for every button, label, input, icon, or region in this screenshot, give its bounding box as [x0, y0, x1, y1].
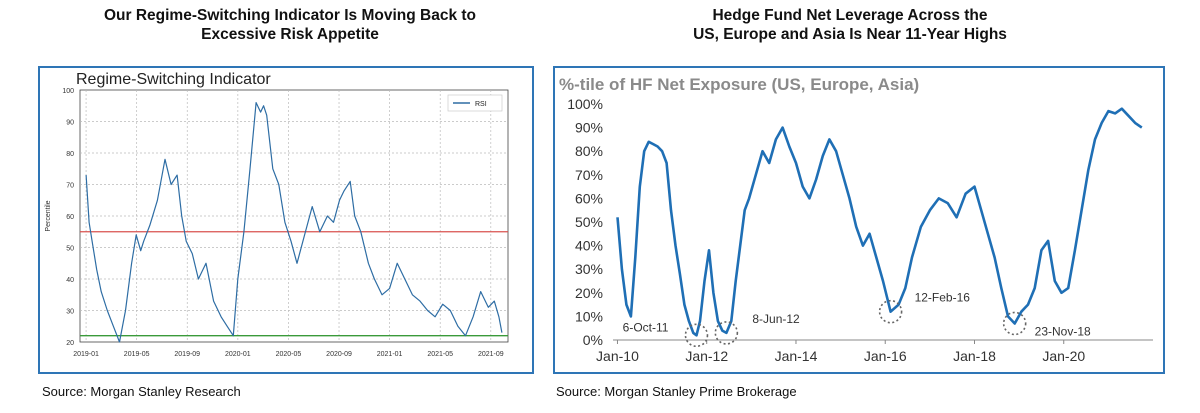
y-tick-label-2: 40 [66, 277, 74, 284]
y-tick-label-1: 30 [66, 309, 74, 316]
x-tick-label-2: 2019-09 [174, 351, 200, 358]
x-tick-label-7: 2021-05 [427, 351, 453, 358]
y-tick-label-3: 50 [66, 246, 74, 253]
y-tick-label-7: 70% [575, 167, 603, 183]
y-axis-label: Percentile [45, 200, 52, 231]
right-source: Source: Morgan Stanley Prime Brokerage [556, 384, 797, 399]
annotation-label-1: 8-Jun-12 [752, 312, 800, 326]
y-tick-label-8: 80% [575, 143, 603, 159]
hf-exposure-chart: %-tile of HF Net Exposure (US, Europe, A… [559, 75, 1153, 364]
y-tick-label-4: 60 [66, 214, 74, 221]
right-panel-title: Hedge Fund Net Leverage Across the US, E… [570, 6, 1130, 44]
annotation-circle-2 [878, 299, 903, 324]
y-tick-label-1: 10% [575, 308, 603, 324]
x-tick-label-8: 2021-09 [478, 351, 504, 358]
annotation-circle-3 [1002, 311, 1027, 336]
x-tick-label-5: Jan-20 [1042, 348, 1085, 364]
annotation-label-2: 12-Feb-16 [915, 291, 971, 305]
x-tick-label-5: 2020-09 [326, 351, 352, 358]
right-chart-frame: %-tile of HF Net Exposure (US, Europe, A… [553, 66, 1165, 374]
y-tick-label-7: 90 [66, 120, 74, 127]
y-tick-label-5: 50% [575, 214, 603, 230]
rsi-chart: Regime-Switching Indicator 20 30 40 50 60 70 80… [45, 71, 509, 358]
y-tick-label-10: 100% [567, 96, 603, 112]
series-line-hf-exposure [616, 107, 1143, 337]
x-tick-label-6: 2021-01 [377, 351, 403, 358]
x-tick-label-1: 2019-05 [124, 351, 150, 358]
chart-title: %-tile of HF Net Exposure (US, Europe, A… [559, 75, 919, 94]
legend-label-rsi: RSI [475, 101, 487, 108]
x-tick-label-4: 2020-05 [276, 351, 302, 358]
y-tick-label-6: 80 [66, 151, 74, 158]
annotation-circle-0 [684, 323, 709, 348]
y-tick-label-6: 60% [575, 190, 603, 206]
x-tick-label-0: Jan-10 [596, 348, 639, 364]
x-tick-label-3: 2020-01 [225, 351, 251, 358]
y-tick-label-8: 100 [62, 88, 74, 95]
y-tick-label-0: 0% [583, 332, 603, 348]
x-tick-label-4: Jan-18 [953, 348, 996, 364]
x-tick-label-2: Jan-14 [775, 348, 818, 364]
y-tick-label-4: 40% [575, 238, 603, 254]
y-tick-label-9: 90% [575, 120, 603, 136]
y-tick-label-0: 20 [66, 340, 74, 347]
left-source: Source: Morgan Stanley Research [42, 384, 241, 399]
right-title-line2: US, Europe and Asia Is Near 11-Year High… [693, 26, 1007, 43]
y-tick-label-3: 30% [575, 261, 603, 277]
left-chart-frame: Regime-Switching Indicator 20 30 40 50 60 70 80… [38, 66, 534, 374]
series-line-rsi [85, 101, 503, 343]
left-title-line1: Our Regime-Switching Indicator Is Moving… [103, 7, 477, 24]
chart-title: Regime-Switching Indicator [76, 71, 271, 88]
y-tick-label-5: 70 [66, 183, 74, 190]
left-panel-title: Our Regime-Switching Indicator Is Moving… [40, 6, 540, 44]
x-tick-label-1: Jan-12 [685, 348, 728, 364]
x-tick-label-0: 2019-01 [73, 351, 99, 358]
annotation-label-3: 23-Nov-18 [1035, 324, 1091, 338]
y-tick-label-2: 20% [575, 285, 603, 301]
right-title-line1: Hedge Fund Net Leverage Across the [712, 7, 988, 24]
legend-box [447, 94, 503, 112]
annotation-label-0: 6-Oct-11 [623, 320, 669, 334]
x-tick-label-3: Jan-16 [864, 348, 907, 364]
left-title-line2: Excessive Risk Appetite [201, 26, 379, 43]
annotation-circle-1 [714, 321, 739, 345]
legend: RSI [447, 94, 503, 112]
